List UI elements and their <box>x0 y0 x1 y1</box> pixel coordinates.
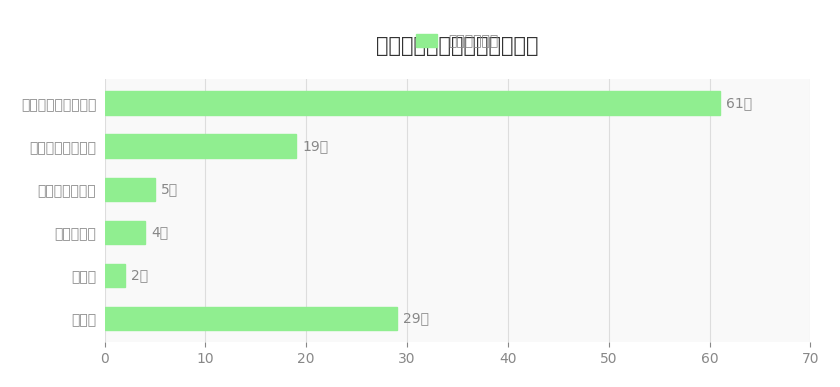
Bar <box>104 178 155 201</box>
Text: 61人: 61人 <box>726 96 752 110</box>
Text: 19人: 19人 <box>302 139 328 153</box>
Title: 再婚相手と出会ったきっかけ: 再婚相手と出会ったきっかけ <box>376 36 538 56</box>
Bar <box>104 307 397 330</box>
Bar <box>104 91 720 115</box>
Text: 2人: 2人 <box>131 269 148 283</box>
Text: 29人: 29人 <box>403 312 429 325</box>
Bar <box>104 264 124 288</box>
Bar <box>104 134 297 158</box>
Text: 5人: 5人 <box>161 182 178 197</box>
Bar <box>104 221 144 244</box>
Text: 4人: 4人 <box>151 226 168 240</box>
Legend: 投票数（人）: 投票数（人） <box>411 29 504 54</box>
